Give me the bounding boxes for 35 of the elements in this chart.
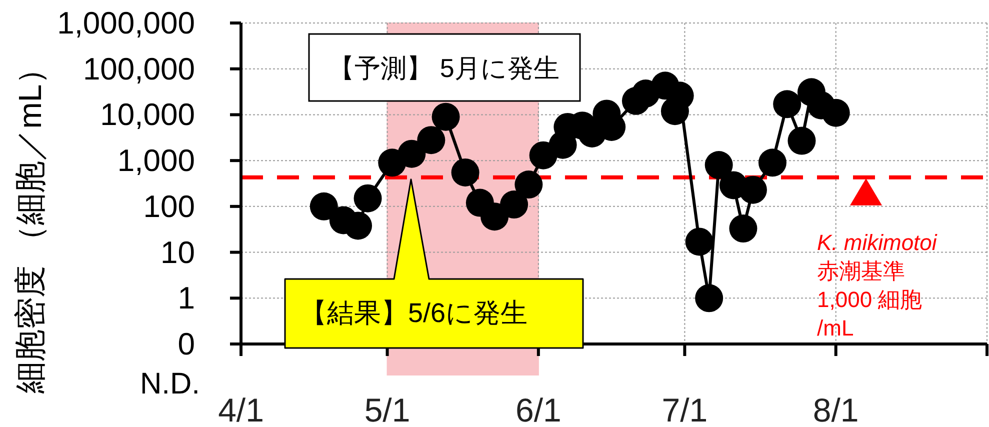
annotation: 【予測】 5月に発生 bbox=[328, 53, 560, 83]
point bbox=[695, 284, 724, 312]
y-tick-label: 1 bbox=[178, 280, 195, 316]
point bbox=[685, 228, 714, 256]
y-tick-label: 1,000 bbox=[117, 143, 195, 178]
annotation: K. mikimotoi 赤潮基準 1,000 細胞 /mL bbox=[817, 230, 938, 340]
point bbox=[514, 170, 543, 199]
x-tick-label: 8/1 bbox=[812, 392, 859, 427]
text: N.D. bbox=[140, 368, 200, 400]
point bbox=[310, 192, 338, 220]
point bbox=[451, 158, 480, 186]
x-tick-label: 5/1 bbox=[364, 392, 410, 427]
point bbox=[788, 126, 816, 155]
point bbox=[417, 126, 446, 154]
x-tick-label: 4/1 bbox=[218, 392, 264, 427]
y-tick-label: 1,000,000 bbox=[57, 6, 195, 40]
annotation: 【結果】5/6に発生 bbox=[300, 298, 528, 328]
point bbox=[398, 140, 426, 168]
point bbox=[773, 90, 802, 118]
point bbox=[729, 214, 758, 243]
y-axis-title: 細胞密度 （細胞／mL） bbox=[12, 52, 48, 395]
y-tick-label: 100,000 bbox=[82, 51, 195, 86]
point bbox=[758, 148, 786, 177]
point bbox=[822, 98, 850, 127]
y-tick-label: 0 bbox=[178, 326, 195, 362]
point bbox=[432, 102, 460, 131]
x-tick-label: 6/1 bbox=[515, 392, 562, 427]
y-tick-label: 10,000 bbox=[100, 97, 195, 132]
point bbox=[704, 151, 733, 180]
point bbox=[480, 202, 509, 231]
point bbox=[500, 190, 528, 219]
point bbox=[354, 184, 382, 212]
y-tick-label: 10 bbox=[160, 234, 195, 270]
y-tick-label: 100 bbox=[143, 188, 195, 224]
x-tick-label: 7/1 bbox=[662, 392, 708, 427]
